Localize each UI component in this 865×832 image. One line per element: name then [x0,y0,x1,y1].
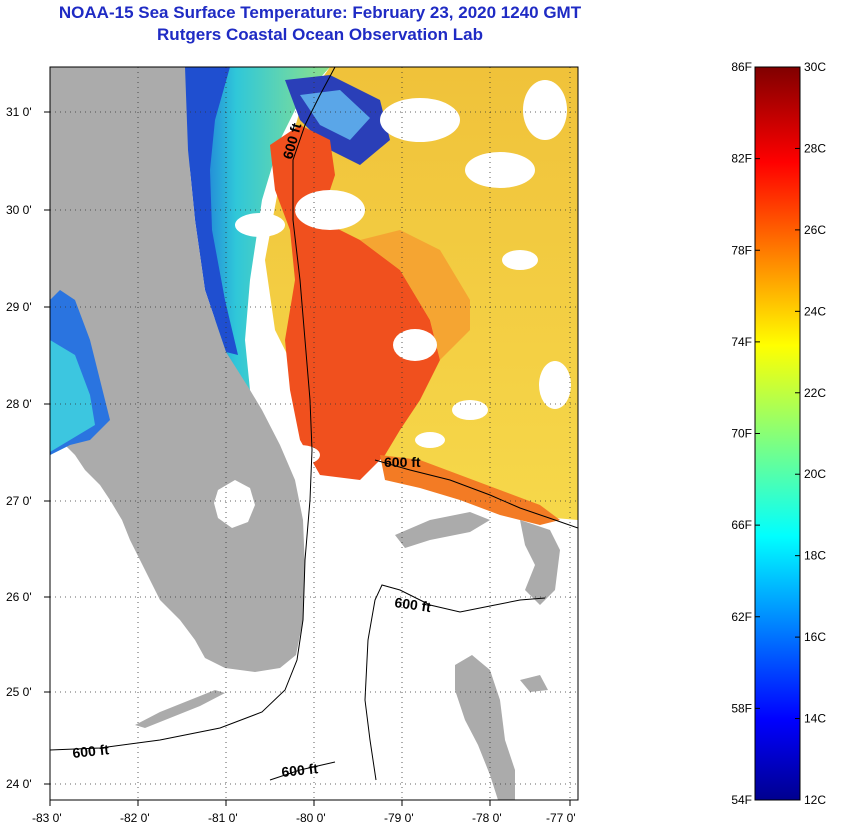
andros [455,655,515,800]
sst-map: 600 ft 600 ft 600 ft 600 ft 600 ft -83 0… [6,66,579,825]
abaco [520,520,560,605]
colorbar-f-label: 54F [731,793,752,807]
lon-label-82: -82 0' [120,811,150,825]
lat-label-31: 31 0' [6,105,32,119]
contour-label-straits: 600 ft [72,741,110,761]
colorbar-f-label: 86F [731,60,752,74]
colorbar-c-label: 20C [804,467,826,481]
colorbar-c-label: 28C [804,141,826,155]
gulf-stream-orange [360,230,470,360]
lat-label-27: 27 0' [6,494,32,508]
lon-label-83: -83 0' [32,811,62,825]
colorbar-f-label: 82F [731,152,752,166]
contour-label-gulfstream: 600 ft [384,454,421,470]
title-line-1: NOAA-15 Sea Surface Temperature: Februar… [58,3,582,22]
colorbar-c-label: 26C [804,223,826,237]
lat-label-24: 24 0' [6,777,32,791]
lon-label-80: -80 0' [296,811,326,825]
colorbar-fahrenheit-labels: 86F 82F 78F 74F 70F 66F 62F 58F 54F [731,60,752,807]
lat-label-28: 28 0' [6,397,32,411]
colorbar-f-label: 58F [731,701,752,715]
colorbar-c-label: 18C [804,549,826,563]
lon-label-79: -79 0' [384,811,414,825]
colorbar-c-label: 14C [804,712,826,726]
title-line-2: Rutgers Coastal Ocean Observation Lab [157,25,483,44]
colorbar-c-label: 16C [804,630,826,644]
lake-okeechobee [214,480,255,528]
lon-label-77: -77 0' [546,811,576,825]
berry-islands [520,675,548,692]
lat-label-26: 26 0' [6,590,32,604]
colorbar-c-label: 24C [804,304,826,318]
colorbar-c-label: 12C [804,793,826,807]
tick-marks [44,111,571,806]
colorbar-f-label: 78F [731,243,752,257]
cold-patch-north-inner [300,90,370,140]
colorbar-f-label: 74F [731,335,752,349]
colorbar-f-label: 62F [731,610,752,624]
tampa-shelf [50,340,95,452]
colorbar-celsius-labels: 30C 28C 26C 24C 22C 20C 18C 16C 14C 12C [804,60,826,807]
colorbar-c-label: 30C [804,60,826,74]
lat-label-29: 29 0' [6,300,32,314]
florida-keys [135,690,225,728]
colorbar-gradient [754,66,801,801]
colorbar-f-label: 70F [731,427,752,441]
lat-label-30: 30 0' [6,203,32,217]
grand-bahama [395,512,490,548]
lat-label-25: 25 0' [6,685,32,699]
colorbar: 86F 82F 78F 74F 70F 66F 62F 58F 54F 30C 28C 26C 24C… [731,60,826,807]
isobath-600ft [50,67,578,781]
lon-label-81: -81 0' [208,811,238,825]
nearshore-blue [185,67,238,355]
contour-label-south: 600 ft [281,760,319,780]
gulf-stream-east [380,455,560,525]
contour-label-bahamas: 600 ft [394,594,433,615]
colorbar-f-label: 66F [731,518,752,532]
colorbar-c-label: 22C [804,386,826,400]
lon-label-78: -78 0' [472,811,502,825]
colorbar-ticks [755,66,800,801]
